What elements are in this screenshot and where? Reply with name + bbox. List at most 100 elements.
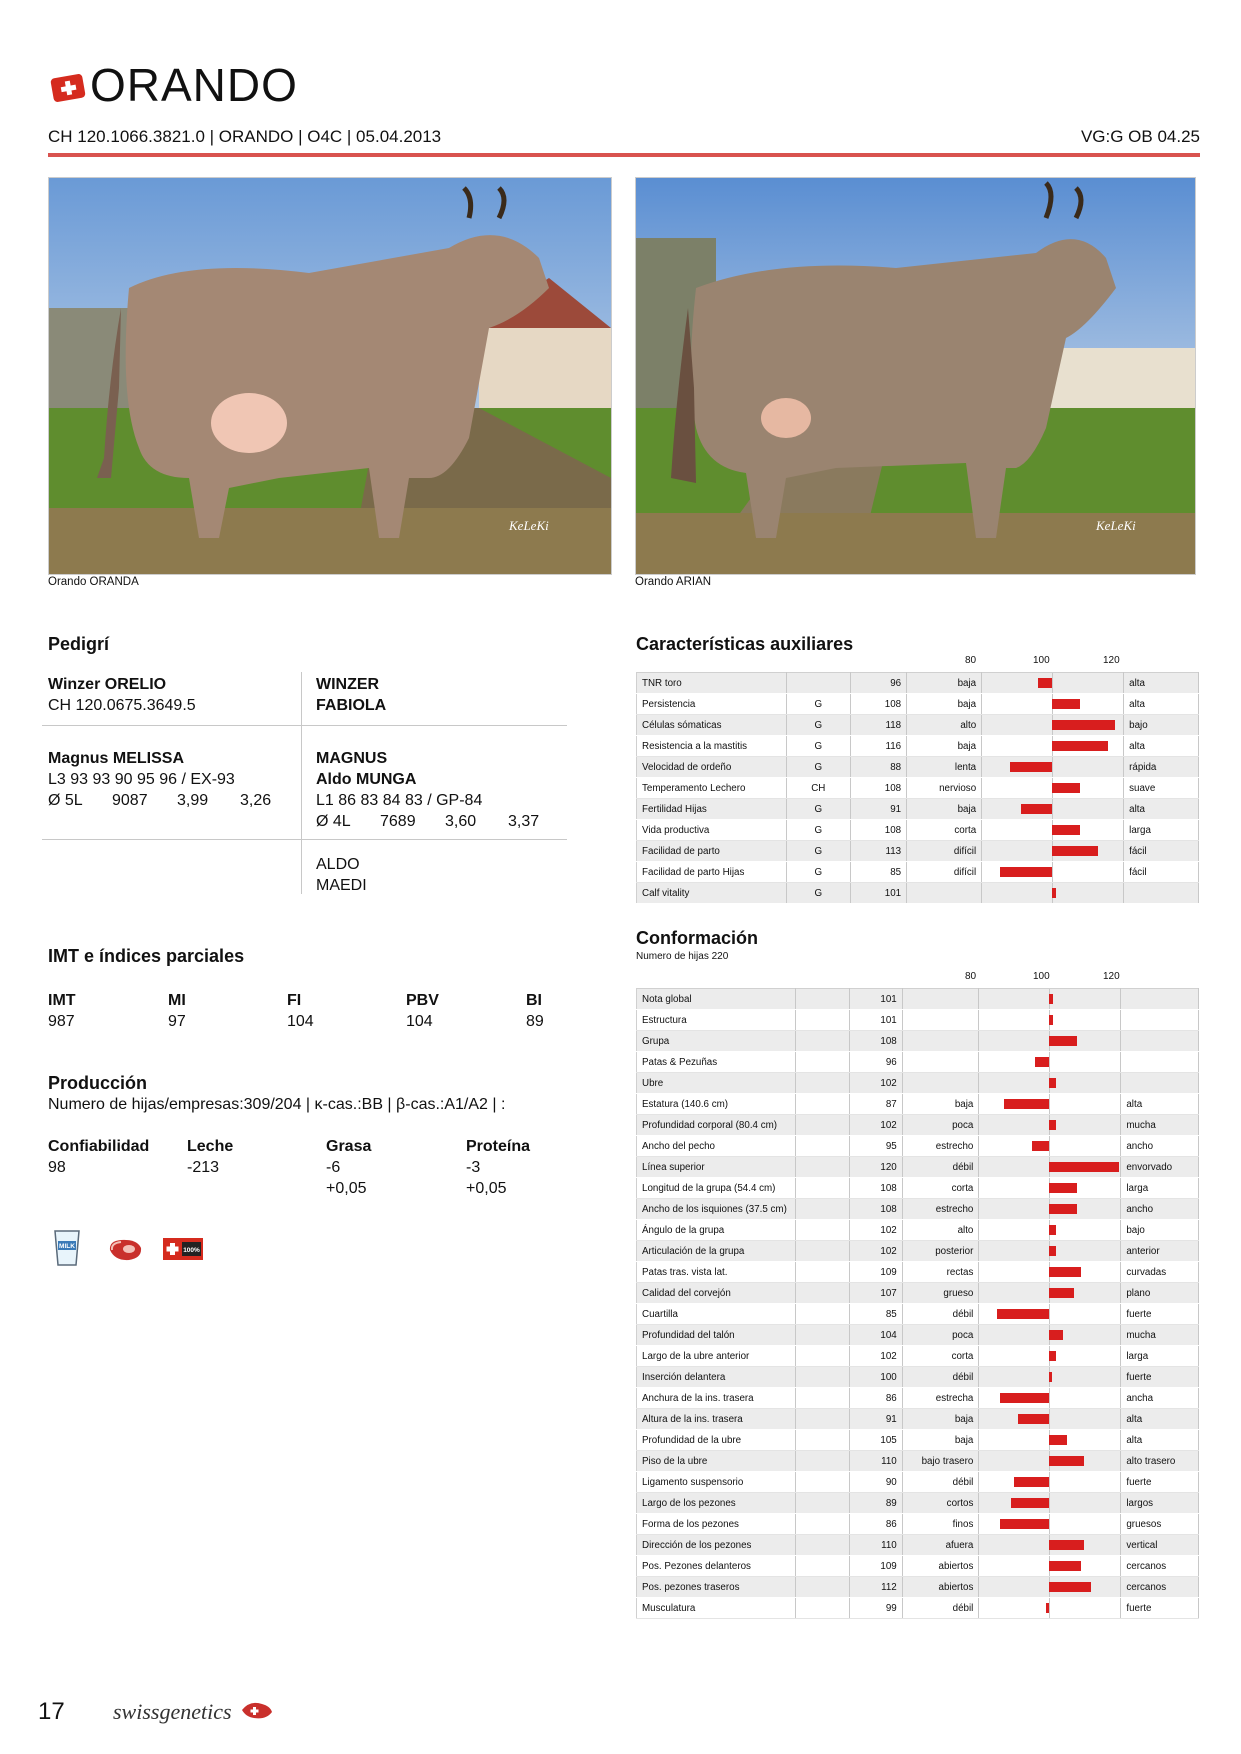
aux-trait-name: Fertilidad Hijas — [636, 798, 787, 820]
conf-high-label: mucha — [1120, 1324, 1199, 1346]
conf-bar-cell — [978, 1009, 1122, 1031]
conf-high-label: envorvado — [1120, 1156, 1199, 1178]
conf-low-label: poca — [902, 1114, 980, 1136]
conf-high-label — [1120, 988, 1199, 1010]
conf-row: Largo de los pezones 89 cortos largos — [636, 1492, 1199, 1514]
conf-source — [795, 1156, 851, 1178]
conf-trait-name: Profundidad corporal (80.4 cm) — [636, 1114, 797, 1136]
conf-trait-name: Calidad del corvejón — [636, 1282, 797, 1304]
conf-bar — [1049, 1036, 1078, 1046]
conf-low-label: poca — [902, 1324, 980, 1346]
conf-source — [795, 1471, 851, 1493]
milk-glass-icon: MILK — [54, 1230, 80, 1266]
conf-trait-name: Estatura (140.6 cm) — [636, 1093, 797, 1115]
aux-high-label: suave — [1123, 777, 1199, 799]
dam-protein: 3,26 — [240, 792, 272, 809]
photo-caption-right: Orando ARIAN — [635, 576, 712, 588]
aux-table: TNR toro 96 baja alta Persistencia G 108 baja al… — [636, 672, 1199, 904]
milk-value: -213 — [187, 1159, 220, 1176]
conf-trait-name: Ubre — [636, 1072, 797, 1094]
conf-daughters-count: Numero de hijas 220 — [636, 951, 729, 962]
conf-source — [795, 1597, 851, 1619]
conf-bar-cell — [978, 1177, 1122, 1199]
photo-oranda: KeLeKi — [48, 177, 612, 575]
conf-bar-cell — [978, 1030, 1122, 1052]
conf-bar — [1017, 1414, 1050, 1424]
conf-value: 102 — [849, 1114, 903, 1136]
conf-low-label — [902, 988, 980, 1010]
conf-low-label — [902, 1051, 980, 1073]
conf-high-label: alto trasero — [1120, 1450, 1199, 1472]
page-title: ORANDO — [90, 59, 298, 111]
conf-source — [795, 1408, 851, 1430]
conf-low-label: baja — [902, 1093, 980, 1115]
aux-value: 108 — [850, 693, 908, 715]
conf-source — [795, 1114, 851, 1136]
conf-row: Pos. Pezones delanteros 109 abiertos cercan… — [636, 1555, 1199, 1577]
aux-low-label: nervioso — [906, 777, 983, 799]
animal-id-line: CH 120.1066.3821.0 | ORANDO | O4C | 05.0… — [48, 127, 442, 146]
conf-value: 105 — [849, 1429, 903, 1451]
production-grid: Confiabilidad Leche Grasa Proteína 98 -2… — [48, 1136, 568, 1200]
conf-high-label: alta — [1120, 1429, 1199, 1451]
aux-row: Vida productiva G 108 corta larga — [636, 819, 1199, 841]
aux-value: 96 — [850, 672, 908, 694]
aux-row: TNR toro 96 baja alta — [636, 672, 1199, 694]
conf-source — [795, 1051, 851, 1073]
aux-trait-name: Vida productiva — [636, 819, 787, 841]
conf-high-label: vertical — [1120, 1534, 1199, 1556]
conf-low-label: débil — [902, 1156, 980, 1178]
conf-source — [795, 1450, 851, 1472]
mgs-name: MAGNUS — [316, 750, 388, 767]
conf-row: Profundidad corporal (80.4 cm) 102 poca muc… — [636, 1114, 1199, 1136]
conf-row: Estatura (140.6 cm) 87 baja alta — [636, 1093, 1199, 1115]
dam-name: Magnus MELISSA — [48, 750, 185, 767]
swissgenetics-logo-icon — [240, 1700, 274, 1722]
conf-bar — [1035, 1057, 1050, 1067]
conf-row: Ángulo de la grupa 102 alto bajo — [636, 1219, 1199, 1241]
aux-high-label: fácil — [1123, 840, 1199, 862]
aux-trait-name: Resistencia a la mastitis — [636, 735, 787, 757]
conf-value: 110 — [849, 1450, 903, 1472]
aux-value: 101 — [850, 882, 908, 904]
conf-bar-cell — [978, 988, 1122, 1010]
conf-row: Largo de la ubre anterior 102 corta larga — [636, 1345, 1199, 1367]
conf-low-label: abiertos — [902, 1555, 980, 1577]
aux-value: 113 — [850, 840, 908, 862]
aux-bar-cell — [981, 861, 1125, 883]
aux-bar — [1052, 846, 1098, 856]
vg-score: VG:G OB 04.25 — [1080, 127, 1200, 146]
conf-value: 101 — [849, 988, 903, 1010]
aux-trait-name: Velocidad de ordeño — [636, 756, 787, 778]
conf-bar-cell — [978, 1240, 1122, 1262]
conf-high-label: gruesos — [1120, 1513, 1199, 1535]
conf-trait-name: Articulación de la grupa — [636, 1240, 797, 1262]
conf-trait-name: Estructura — [636, 1009, 797, 1031]
conf-row: Inserción delantera 100 débil fuerte — [636, 1366, 1199, 1388]
aux-bar — [1038, 678, 1053, 688]
aux-row: Fertilidad Hijas G 91 baja alta — [636, 798, 1199, 820]
aux-value: 88 — [850, 756, 908, 778]
aux-source: CH — [786, 777, 851, 799]
conf-row: Forma de los pezones 86 finos gruesos — [636, 1513, 1199, 1535]
conf-trait-name: Piso de la ubre — [636, 1450, 797, 1472]
conf-high-label: plano — [1120, 1282, 1199, 1304]
conf-row: Nota global 101 — [636, 988, 1199, 1010]
bi-label: BI — [526, 992, 542, 1009]
dam-fat: 3,99 — [177, 792, 209, 809]
photo-arian: KeLeKi — [635, 177, 1196, 575]
conf-row: Profundidad de la ubre 105 baja alta — [636, 1429, 1199, 1451]
conf-low-label: afuera — [902, 1534, 980, 1556]
mgd-lactations: Ø 4L — [316, 813, 351, 830]
conf-high-label: curvadas — [1120, 1261, 1199, 1283]
conf-low-label: corta — [902, 1177, 980, 1199]
conf-row: Ubre 102 — [636, 1072, 1199, 1094]
conf-value: 91 — [849, 1408, 903, 1430]
pbv-value: 104 — [406, 1013, 433, 1030]
conf-high-label: bajo — [1120, 1219, 1199, 1241]
aux-scale-80: 80 — [965, 655, 977, 666]
conf-trait-name: Patas tras. vista lat. — [636, 1261, 797, 1283]
conf-source — [795, 1261, 851, 1283]
conf-high-label: larga — [1120, 1345, 1199, 1367]
mgd-linear: L1 86 83 84 83 / GP-84 — [316, 792, 483, 809]
